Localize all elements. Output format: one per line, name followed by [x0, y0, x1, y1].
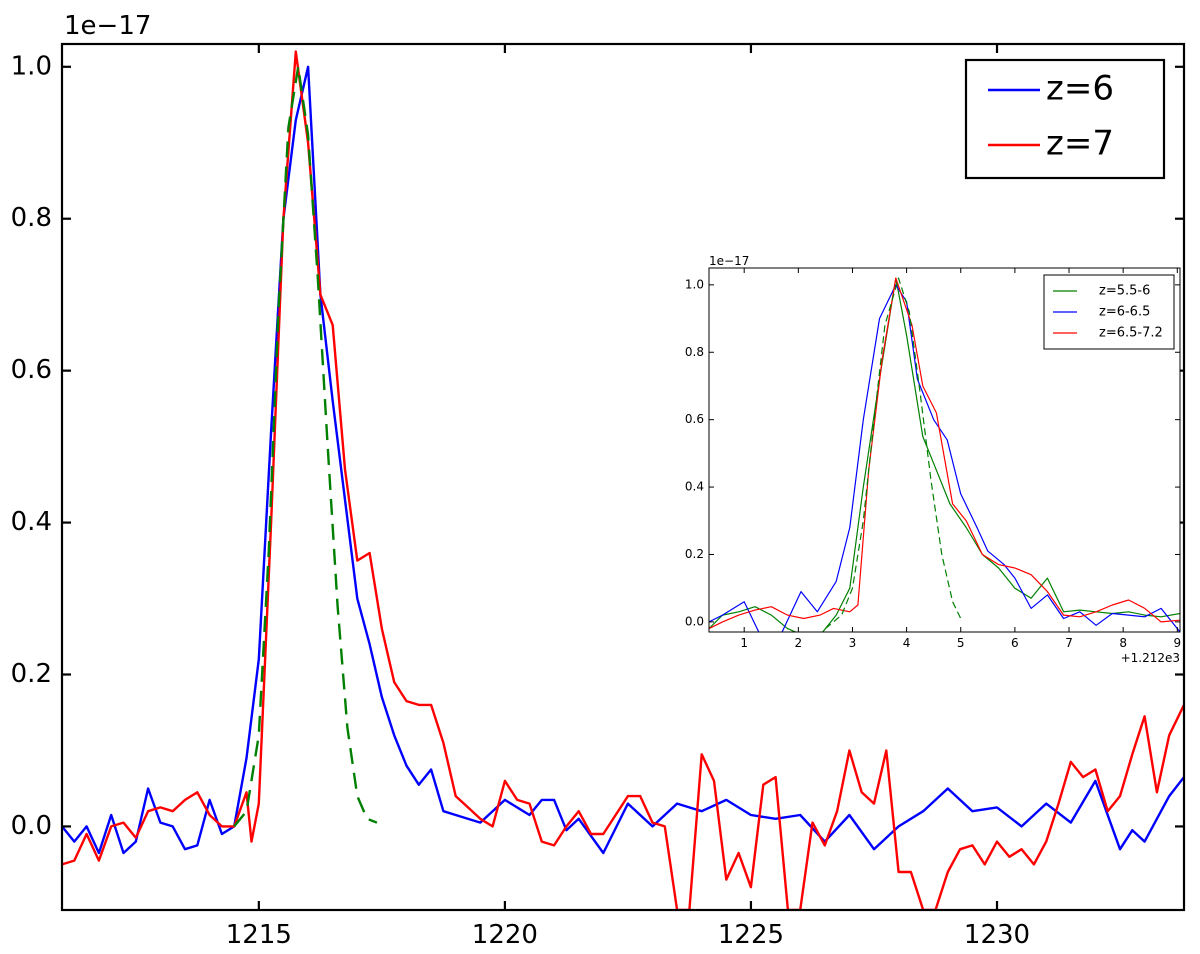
inset-y-tick-label: 1.0 [685, 277, 704, 291]
inset-x-tick-label: 2 [795, 636, 803, 650]
main-y-tick-label: 0.0 [11, 811, 52, 841]
inset-y-tick-label: 0.6 [685, 412, 704, 426]
inset-legend-label-z-6-5-7-2: z=6.5-7.2 [1099, 326, 1163, 341]
inset-plot: 1 2 3 4 5 6 7 8 9 0.0 0.2 0.4 0.6 0.8 1.0 1e−17 +1.212e3… [685, 254, 1181, 665]
inset-axes-frame [708, 267, 1181, 633]
inset-legend-label-z-5-5-6: z=5.5-6 [1099, 284, 1150, 299]
inset-y-tick-label: 0.8 [685, 345, 704, 359]
inset-y-tick-label: 0.2 [685, 547, 704, 561]
main-legend-label-z-6: z=6 [1046, 69, 1114, 109]
main-x-tick-label: 1220 [472, 920, 538, 950]
main-legend: z=6z=7 [964, 58, 1166, 180]
inset-legend-label-z-6-6-5: z=6-6.5 [1099, 305, 1150, 320]
main-legend-label-z-7: z=7 [1046, 124, 1114, 164]
main-series-dashed-profile-line [233, 65, 378, 828]
main-x-tick-label: 1215 [226, 920, 292, 950]
main-y-tick-label: 0.4 [11, 507, 52, 537]
inset-x-tick-label: 7 [1065, 636, 1073, 650]
main-y-tick-label: 1.0 [11, 51, 52, 81]
inset-x-offset-label: +1.212e3 [1121, 651, 1180, 665]
main-x-tick-label: 1230 [964, 920, 1030, 950]
main-series-z-6-line [62, 65, 1184, 855]
inset-y-offset-label: 1e−17 [709, 254, 749, 268]
inset-x-tick-label: 5 [957, 636, 965, 650]
inset-x-tick-label: 6 [1011, 636, 1019, 650]
inset-x-tick-label: 8 [1119, 636, 1127, 650]
main-y-tick-label: 0.6 [11, 355, 52, 385]
main-legend-box [964, 58, 1166, 180]
main-axes-frame [60, 42, 1186, 912]
main-series-group [62, 50, 1184, 910]
inset-legend: z=5.5-6 z=6-6.5 z=6.5-7.2 [1043, 274, 1175, 350]
inset-y-tick-label: 0.4 [685, 480, 704, 494]
inset-series-group [709, 277, 1180, 632]
inset-y-tick-label: 0.0 [685, 614, 704, 628]
inset-series-z-6-6-5-line [709, 284, 1180, 632]
inset-x-tick-label: 4 [903, 636, 911, 650]
main-y-offset-label: 1e−17 [64, 11, 151, 41]
main-y-tick-label: 0.2 [11, 659, 52, 689]
inset-x-tick-label: 3 [849, 636, 857, 650]
main-y-tick-label: 0.8 [11, 203, 52, 233]
inset-series-z-6-5-7-2-line [709, 277, 1180, 630]
inset-x-tick-label: 9 [1173, 636, 1181, 650]
inset-series-dashed-profile-line [825, 277, 962, 630]
main-x-tick-label: 1225 [718, 920, 784, 950]
inset-x-tick-label: 1 [740, 636, 748, 650]
